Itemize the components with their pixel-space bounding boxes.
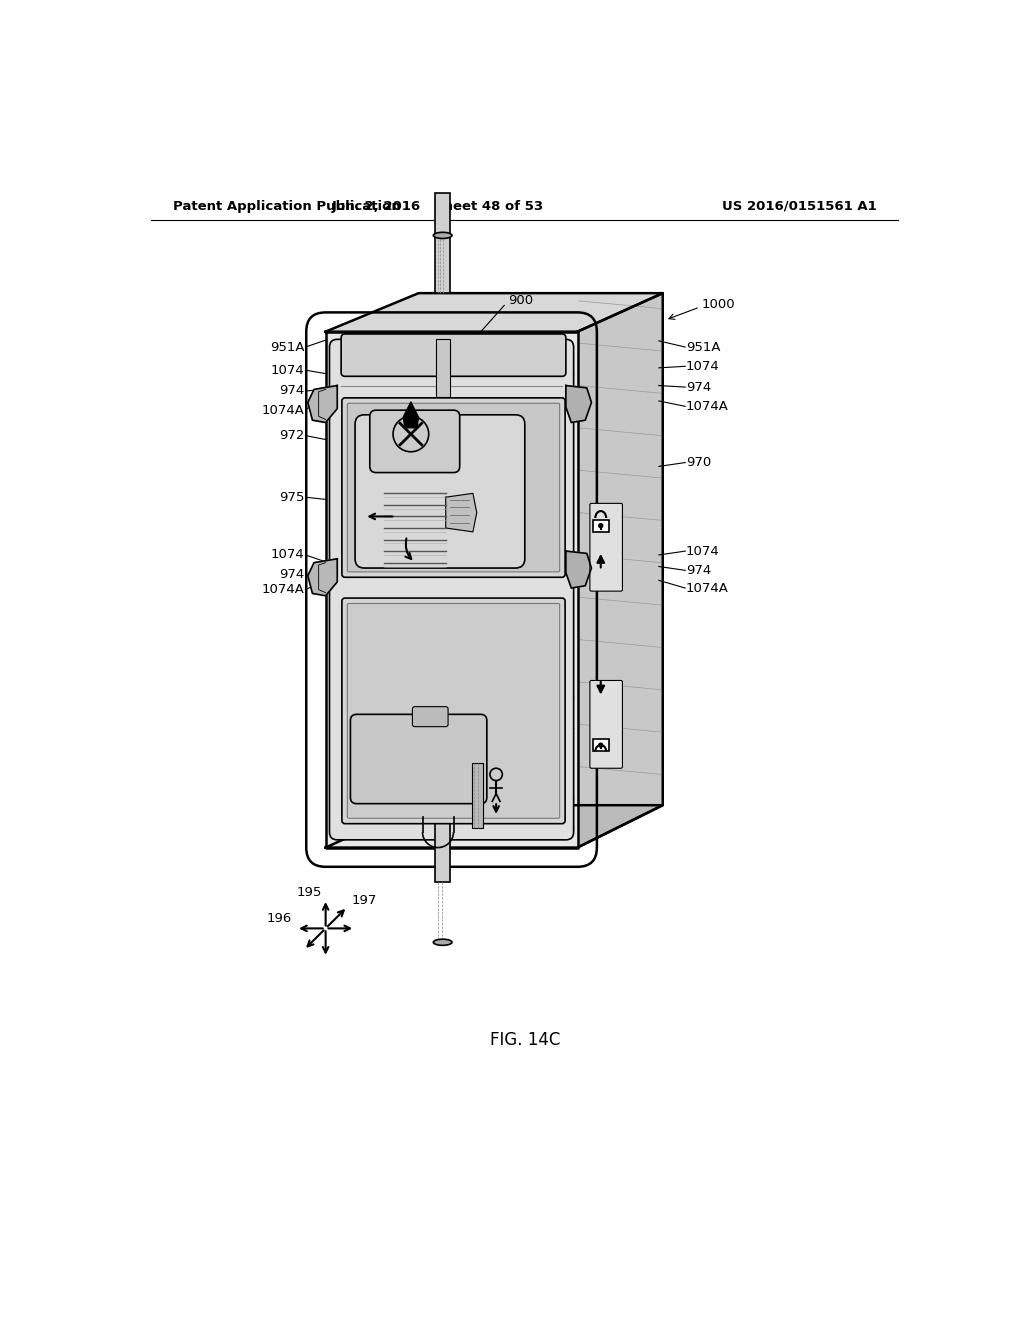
Circle shape [598, 523, 603, 528]
Bar [435, 193, 451, 293]
Text: 951A: 951A [270, 341, 305, 354]
Text: 1074: 1074 [271, 548, 305, 561]
Text: 197: 197 [351, 894, 377, 907]
Polygon shape [326, 805, 663, 847]
Bar [593, 520, 608, 532]
Bar [435, 821, 451, 882]
Text: 975: 975 [280, 491, 305, 504]
Text: 974: 974 [280, 568, 305, 581]
FancyBboxPatch shape [350, 714, 486, 804]
Polygon shape [326, 293, 663, 331]
Polygon shape [308, 558, 337, 595]
FancyBboxPatch shape [342, 598, 565, 824]
Polygon shape [308, 385, 337, 422]
FancyBboxPatch shape [342, 397, 565, 577]
Polygon shape [566, 552, 592, 589]
Text: 1074A: 1074A [262, 583, 305, 597]
Text: 900: 900 [508, 294, 532, 308]
Text: 196: 196 [267, 912, 292, 924]
Ellipse shape [433, 940, 452, 945]
Ellipse shape [433, 232, 452, 239]
Text: Jun. 2, 2016   Sheet 48 of 53: Jun. 2, 2016 Sheet 48 of 53 [332, 199, 544, 213]
Text: 1074A: 1074A [262, 404, 305, 417]
Polygon shape [445, 494, 477, 532]
FancyBboxPatch shape [341, 334, 566, 376]
Polygon shape [578, 293, 663, 847]
Circle shape [598, 742, 603, 748]
Polygon shape [403, 401, 419, 428]
Text: 1074: 1074 [271, 363, 305, 376]
Text: 974: 974 [686, 380, 712, 393]
Text: 970: 970 [686, 455, 712, 469]
Text: 951A: 951A [686, 341, 721, 354]
Text: FIG. 14C: FIG. 14C [489, 1031, 560, 1049]
FancyBboxPatch shape [590, 503, 623, 591]
Polygon shape [326, 331, 578, 847]
Bar [472, 763, 483, 829]
FancyBboxPatch shape [330, 339, 573, 840]
FancyBboxPatch shape [355, 414, 524, 568]
FancyBboxPatch shape [413, 706, 449, 726]
Text: 1074: 1074 [686, 545, 720, 557]
Text: 974: 974 [686, 564, 712, 577]
FancyBboxPatch shape [347, 603, 560, 818]
Text: 1074: 1074 [686, 360, 720, 372]
Text: 972: 972 [280, 429, 305, 442]
Text: 1074A: 1074A [686, 582, 729, 594]
Bar [593, 739, 608, 751]
Bar [436, 339, 451, 397]
Text: Patent Application Publication: Patent Application Publication [173, 199, 400, 213]
Text: 974: 974 [280, 384, 305, 397]
FancyBboxPatch shape [347, 404, 560, 572]
Text: 1000: 1000 [701, 298, 735, 312]
Text: 951B: 951B [364, 667, 397, 680]
Polygon shape [566, 385, 592, 422]
FancyBboxPatch shape [370, 411, 460, 473]
FancyBboxPatch shape [590, 681, 623, 768]
Text: 195: 195 [296, 887, 322, 899]
Text: 1074A: 1074A [686, 400, 729, 413]
Text: US 2016/0151561 A1: US 2016/0151561 A1 [722, 199, 877, 213]
